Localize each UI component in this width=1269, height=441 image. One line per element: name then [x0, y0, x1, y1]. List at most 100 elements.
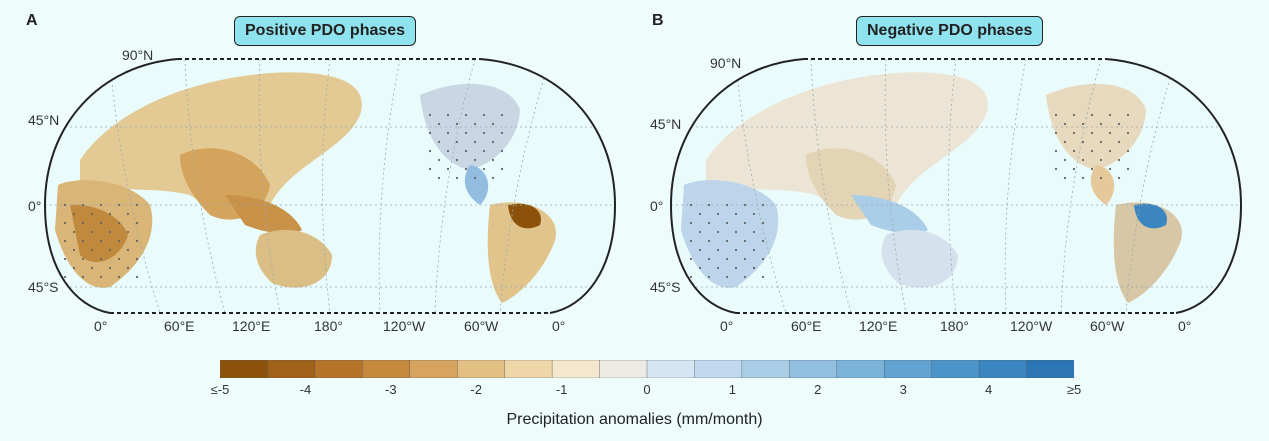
panel-b-stipple-dot: [1090, 113, 1094, 117]
panel-a-title: Positive PDO phases: [234, 16, 417, 46]
panel-a-stipple-dot: [63, 239, 67, 243]
panel-b-stipple-dot: [761, 239, 765, 243]
panel-b-stipple-dot: [1072, 167, 1076, 171]
panel-b-meridian: [884, 59, 907, 313]
panel-b-stipple-dot: [734, 212, 738, 216]
panel-a-stipple-dot: [446, 131, 450, 135]
panel-a-stipple-dot: [500, 131, 504, 135]
colorbar-tick-label: 4: [984, 382, 993, 397]
panel-b-stipple-dot: [734, 230, 738, 234]
panel-b-stipple-dot: [689, 239, 693, 243]
panel-b-stipple-dot: [1126, 149, 1130, 153]
colorbar-swatch: [551, 360, 601, 378]
colorbar-tick-label: -3: [385, 382, 397, 397]
panel-b-stipple-dot: [725, 203, 729, 207]
panel-a-stipple-dot: [117, 203, 121, 207]
panel-b-lat-90n: 90°N: [710, 55, 742, 71]
panel-b-lon-180: 180°: [940, 318, 969, 334]
panel-b-stipple-dot: [1081, 176, 1085, 180]
panel-b-title: Negative PDO phases: [856, 16, 1044, 46]
panel-a-stipple-dot: [135, 203, 139, 207]
panel-b-stipple-dot: [1117, 176, 1121, 180]
colorbar-swatch: [267, 360, 316, 378]
panel-a-map-border: [43, 58, 617, 314]
colorbar-swatch: [789, 360, 838, 378]
panel-b-stipple-dot: [698, 230, 702, 234]
panel-a-stipple-dot: [90, 266, 94, 270]
panel-a-stipple-dot: [491, 140, 495, 144]
panel-a-stipple-dot: [464, 149, 468, 153]
panel-b-stipple-dot: [689, 275, 693, 279]
panel-b-stipple-dot: [1081, 122, 1085, 126]
panel-b-land-region: [1113, 202, 1182, 303]
panel-a-meridian: [499, 59, 551, 313]
panel-b-stipple-dot: [1072, 131, 1076, 135]
panel-a-stipple-dot: [72, 266, 76, 270]
panel-b-stipple-dot: [1099, 122, 1103, 126]
panel-b-letter: B: [652, 12, 664, 29]
panel-a-stipple-dot: [117, 221, 121, 225]
panel-b-stipple-dot: [1117, 158, 1121, 162]
panel-a-stipple-dot: [99, 257, 103, 261]
panel-a-stipple-dot: [455, 122, 459, 126]
panel-a-stipple-dot: [446, 149, 450, 153]
panel-a-stipple-dot: [126, 266, 130, 270]
panel-a-land-region: [464, 165, 489, 205]
panel-a-lat-90n: 90°N: [122, 47, 154, 63]
colorbar-title: Precipitation anomalies (mm/month): [506, 411, 763, 428]
panel-a-stipple-dot: [428, 149, 432, 153]
panel-b-stipple-dot: [734, 248, 738, 252]
panel-a-stipple-dot: [482, 149, 486, 153]
panel-a-lon-60e: 60°E: [164, 318, 195, 334]
panel-a-lon-0-right: 0°: [552, 318, 566, 334]
panel-a-stipple-dot: [117, 239, 121, 243]
panel-b-stipple-dot: [1054, 113, 1058, 117]
panel-a-land-region: [487, 202, 556, 303]
panel-b-stipple-dot: [761, 203, 765, 207]
panel-a-land-region: [255, 229, 332, 288]
colorbar-swatch: [741, 360, 791, 378]
panel-a-meridian: [434, 59, 476, 313]
panel-b-stipple-dot: [707, 221, 711, 225]
panel-b-stipple-dot: [1081, 140, 1085, 144]
panel-a-stipple-dot: [108, 266, 112, 270]
panel-a-lat-45s: 45°S: [28, 279, 59, 295]
panel-a-stipple-dot: [500, 149, 504, 153]
colorbar-swatch: [409, 360, 458, 378]
panel-a-stipple-dot: [482, 167, 486, 171]
panel-a-lon-180: 180°: [314, 318, 343, 334]
panel-a-stipple-dot: [428, 167, 432, 171]
panel-a-letter: A: [26, 12, 38, 29]
panel-b-stipple-dot: [1108, 113, 1112, 117]
panel-b-stipple-dot: [1081, 158, 1085, 162]
panel-b-stipple-dot: [716, 266, 720, 270]
panel-b-stipple-dot: [716, 212, 720, 216]
panel-b-stipple-dot: [1063, 140, 1067, 144]
panel-b-stipple-dot: [761, 257, 765, 261]
panel-b-stipple-dot: [1054, 167, 1058, 171]
colorbar-swatch: [504, 360, 553, 378]
panel-a-stipple-dot: [126, 230, 130, 234]
panel-b-stipple-dot: [1072, 113, 1076, 117]
panel-a-stipple-dot: [437, 176, 441, 180]
panel-a-stipple-dot: [473, 158, 477, 162]
panel-a-stipple-dot: [72, 248, 76, 252]
panel-a-stipple-dot: [500, 113, 504, 117]
panel-b-lon-0: 0°: [720, 318, 734, 334]
panel-a-meridian: [322, 59, 331, 313]
panel-b-stipple-dot: [698, 266, 702, 270]
colorbar-tick-label: 0: [643, 382, 651, 397]
panel-a-stipple-dot: [81, 221, 85, 225]
panel-a-stipple-dot: [72, 230, 76, 234]
panel-b-stipple-dot: [752, 230, 756, 234]
panel-b-stipple-dot: [707, 239, 711, 243]
panel-b-stipple-dot: [689, 257, 693, 261]
panel-a-land-region: [80, 72, 362, 219]
panel-a-stipple-dot: [464, 113, 468, 117]
colorbar-swatch: [836, 360, 885, 378]
panel-a-lat-0: 0°: [28, 198, 42, 214]
panel-a-stipple-dot: [437, 140, 441, 144]
panel-a-stipple-dot: [446, 167, 450, 171]
colorbar-tick-label: 3: [899, 382, 907, 397]
panel-b-stipple-dot: [752, 266, 756, 270]
